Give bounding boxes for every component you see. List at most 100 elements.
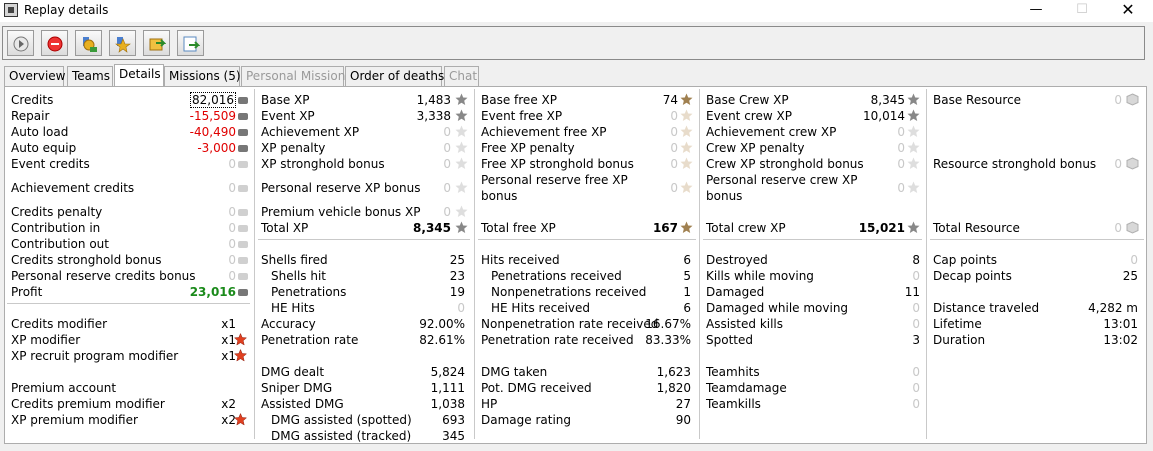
pot-dmg-label: Pot. DMG received xyxy=(481,381,592,395)
credits-modifier-label: Credits modifier xyxy=(11,317,108,331)
event-free-xp-label: Event free XP xyxy=(481,109,563,123)
achievement-crew-xp-value: 0 xyxy=(897,125,905,139)
kills-while-moving-label: Kills while moving xyxy=(706,269,814,283)
free-xp-stronghold-value: 0 xyxy=(670,157,678,171)
premium-account-label: Premium account xyxy=(11,381,117,395)
distance-traveled-label: Distance traveled xyxy=(933,301,1040,315)
maximize-icon[interactable]: ☐ xyxy=(1076,2,1088,17)
crew-xp-star-icon xyxy=(907,157,920,169)
dmg-assisted-tracked-value: 345 xyxy=(442,429,465,443)
base-resource-value: 0 xyxy=(1114,93,1122,107)
section-divider xyxy=(930,239,1144,240)
tab-missions[interactable]: Missions (5) xyxy=(164,66,241,86)
credits-coin-icon xyxy=(238,257,248,264)
he-hits-value: 0 xyxy=(457,301,465,315)
export-button[interactable] xyxy=(143,30,170,56)
auto-load-label: Auto load xyxy=(11,125,69,139)
xp-stronghold-value: 0 xyxy=(443,157,451,171)
damage-rating-value: 90 xyxy=(675,413,691,427)
penetrations-received-value: 5 xyxy=(683,269,691,283)
penetrations-label: Penetrations xyxy=(271,285,347,299)
personal-reserve-free-xp-label: Personal reserve free XP xyxy=(481,173,628,187)
nonpenetration-rate-label: Nonpenetration rate received xyxy=(481,317,659,331)
personal-reserve-free-xp-value: 0 xyxy=(670,181,678,195)
lifetime-value: 13:01 xyxy=(1103,317,1138,331)
duration-label: Duration xyxy=(933,333,986,347)
auto-equip-label: Auto equip xyxy=(11,141,77,155)
premium-star-icon xyxy=(234,349,247,362)
decap-points-label: Decap points xyxy=(933,269,1012,283)
destroyed-label: Destroyed xyxy=(706,253,768,267)
credits-label: Credits xyxy=(11,93,54,107)
stop-button[interactable] xyxy=(41,30,68,56)
xp-star-icon xyxy=(455,205,468,217)
damaged-while-moving-value: 0 xyxy=(912,301,920,315)
free-xp-penalty-label: Free XP penalty xyxy=(481,141,575,155)
event-crew-xp-label: Event crew XP xyxy=(706,109,792,123)
stop-icon xyxy=(47,36,63,52)
achievement-free-xp-value: 0 xyxy=(670,125,678,139)
credits-coin-icon xyxy=(238,129,248,136)
assisted-dmg-value: 1,038 xyxy=(430,397,465,411)
tab-order-of-deaths[interactable]: Order of deaths xyxy=(345,66,444,86)
teamdamage-value: 0 xyxy=(912,381,920,395)
credits-coin-icon xyxy=(238,185,248,192)
star-badge-button[interactable] xyxy=(109,30,136,56)
crew-xp-stronghold-label: Crew XP stronghold bonus xyxy=(706,157,864,171)
credits-coin-icon xyxy=(238,273,248,280)
credits-premium-modifier-value: x2 xyxy=(221,397,236,411)
shells-hit-label: Shells hit xyxy=(271,269,326,283)
credits-coin-icon xyxy=(238,241,248,248)
pot-dmg-value: 1,820 xyxy=(656,381,691,395)
he-hits-received-label: HE Hits received xyxy=(491,301,591,315)
lifetime-label: Lifetime xyxy=(933,317,982,331)
credits-coin-icon xyxy=(238,225,248,232)
play-button[interactable] xyxy=(7,30,34,56)
he-hits-received-value: 6 xyxy=(683,301,691,315)
credits-premium-modifier-label: Credits premium modifier xyxy=(11,397,165,411)
tab-teams[interactable]: Teams xyxy=(67,66,113,86)
tab-chat[interactable]: Chat xyxy=(444,66,479,86)
teamkills-value: 0 xyxy=(912,397,920,411)
tab-personal-mission[interactable]: Personal Mission xyxy=(241,66,345,86)
app-icon xyxy=(4,3,18,17)
event-crew-xp-value: 10,014 xyxy=(863,109,905,123)
column-separator xyxy=(254,89,255,439)
minimize-icon[interactable]: — xyxy=(1029,2,1043,17)
credits-penalty-value: 0 xyxy=(228,205,236,219)
free-xp-star-icon xyxy=(680,157,693,169)
damaged-value: 11 xyxy=(904,285,920,299)
credits-stronghold-label: Credits stronghold bonus xyxy=(11,253,162,267)
credits-coin-icon xyxy=(238,113,248,120)
event-credits-label: Event credits xyxy=(11,157,90,171)
credits-column: Credits 82,016 Repair -15,509 Auto load … xyxy=(5,87,254,443)
penetrations-value: 19 xyxy=(449,285,465,299)
tab-overview[interactable]: Overview xyxy=(4,66,66,86)
xp-recruit-label: XP recruit program modifier xyxy=(11,349,179,363)
hp-label: HP xyxy=(481,397,498,411)
details-panel: Credits 82,016 Repair -15,509 Auto load … xyxy=(4,86,1147,444)
xp-star-icon xyxy=(455,221,468,233)
tab-details[interactable]: Details xyxy=(114,64,164,87)
badge-button[interactable] xyxy=(75,30,102,56)
dmg-taken-label: DMG taken xyxy=(481,365,548,379)
shells-fired-value: 25 xyxy=(449,253,465,267)
credits-penalty-label: Credits penalty xyxy=(11,205,103,219)
total-free-xp-value: 167 xyxy=(652,221,678,235)
export-alt-button[interactable] xyxy=(177,30,204,56)
close-icon[interactable]: ✕ xyxy=(1121,0,1135,19)
xp-modifier-label: XP modifier xyxy=(11,333,81,347)
base-free-xp-label: Base free XP xyxy=(481,93,557,107)
credits-coin-icon xyxy=(238,161,248,168)
section-divider xyxy=(478,239,696,240)
base-crew-xp-value: 8,345 xyxy=(870,93,905,107)
repair-value: -15,509 xyxy=(189,109,236,123)
dmg-assisted-tracked-label: DMG assisted (tracked) xyxy=(271,429,412,443)
crew-xp-penalty-label: Crew XP penalty xyxy=(706,141,805,155)
credits-modifier-value: x1 xyxy=(221,317,236,331)
hits-received-label: Hits received xyxy=(481,253,560,267)
spotted-label: Spotted xyxy=(706,333,753,347)
dmg-dealt-value: 5,824 xyxy=(430,365,465,379)
contribution-in-value: 0 xyxy=(228,221,236,235)
credits-coin-icon xyxy=(238,97,248,104)
